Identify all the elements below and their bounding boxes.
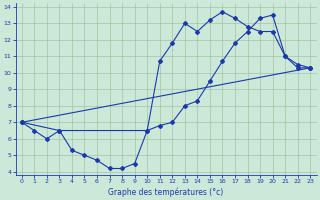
X-axis label: Graphe des températures (°c): Graphe des températures (°c) (108, 187, 224, 197)
